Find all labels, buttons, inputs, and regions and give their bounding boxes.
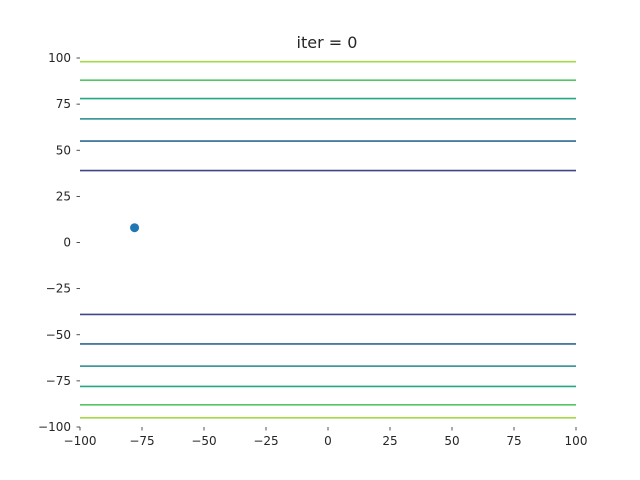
x-tick-label-7: 75	[506, 434, 521, 448]
point-layer	[130, 223, 140, 233]
x-tick-label-5: 25	[382, 434, 397, 448]
y-tick-label-4: 0	[63, 236, 71, 250]
data-point-0	[130, 223, 140, 233]
y-tick-label-5: −25	[46, 282, 71, 296]
y-tick-label-0: 100	[48, 51, 71, 65]
x-tick-label-0: −100	[64, 434, 97, 448]
x-tick-label-8: 100	[565, 434, 588, 448]
y-tick-label-3: 25	[56, 189, 71, 203]
x-tick-label-4: 0	[324, 434, 332, 448]
x-tick-label-2: −50	[191, 434, 216, 448]
y-tick-label-2: 50	[56, 143, 71, 157]
x-tick-label-3: −25	[253, 434, 278, 448]
chart-title: iter = 0	[297, 33, 358, 52]
contour-layer	[80, 60, 576, 419]
y-tick-label-7: −75	[46, 374, 71, 388]
y-tick-label-8: −100	[38, 420, 71, 434]
y-axis: 100 75 50 25 0 −25 −50 −75 −100	[38, 51, 80, 434]
y-tick-label-1: 75	[56, 97, 71, 111]
x-tick-label-1: −75	[129, 434, 154, 448]
x-axis: −100 −75 −50 −25 0 25 50 75 100	[64, 427, 588, 448]
y-tick-label-6: −50	[46, 328, 71, 342]
x-tick-label-6: 50	[444, 434, 459, 448]
